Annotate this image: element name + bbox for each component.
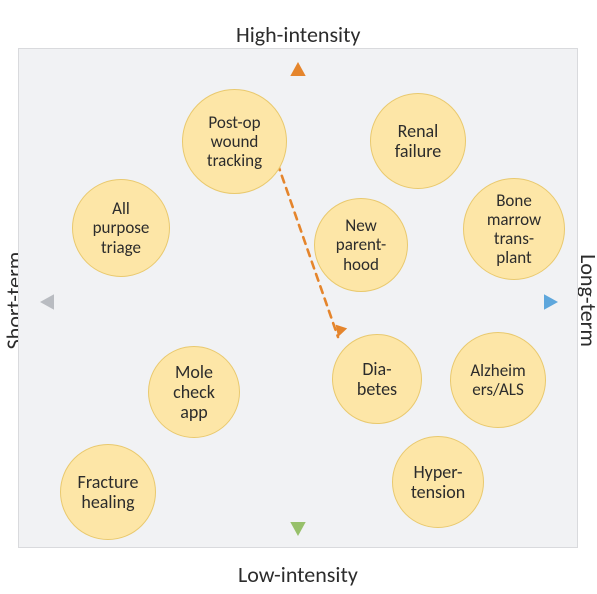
bubble-mole: Molecheckapp — [148, 346, 240, 438]
bubble-alzheimers: Alzheimers/ALS — [450, 332, 546, 428]
bubble-fracture: Fracturehealing — [60, 444, 156, 540]
bubble-label: Renalfailure — [395, 121, 441, 161]
bubble-label: Bonemarrowtrans-plant — [487, 191, 541, 267]
diagram-stage: High-intensity Low-intensity Short-term … — [0, 0, 597, 594]
axis-label-bottom: Low-intensity — [238, 561, 358, 588]
bubble-hyper: Hyper-tension — [392, 436, 484, 528]
bubble-label: Hyper-tension — [411, 462, 465, 502]
bubble-label: Molecheckapp — [173, 362, 215, 422]
bubble-layer: Post-opwoundtracking Renalfailure Allpurpo… — [18, 48, 578, 548]
bubble-label: Allpurposetriage — [93, 199, 150, 256]
bubble-renal: Renalfailure — [370, 93, 466, 189]
bubble-parenthood: Newparent-hood — [314, 198, 408, 292]
bubble-post-op: Post-opwoundtracking — [182, 89, 287, 194]
bubble-label: Fracturehealing — [78, 472, 139, 512]
bubble-bone-marrow: Bonemarrowtrans-plant — [463, 178, 565, 280]
bubble-diabetes: Dia-betes — [332, 334, 422, 424]
axis-label-top: High-intensity — [236, 21, 360, 48]
bubble-label: Dia-betes — [357, 359, 397, 399]
bubble-label: Newparent-hood — [336, 216, 386, 273]
bubble-label: Post-opwoundtracking — [207, 113, 262, 170]
bubble-triage: Allpurposetriage — [72, 179, 170, 277]
bubble-label: Alzheimers/ALS — [470, 361, 525, 399]
